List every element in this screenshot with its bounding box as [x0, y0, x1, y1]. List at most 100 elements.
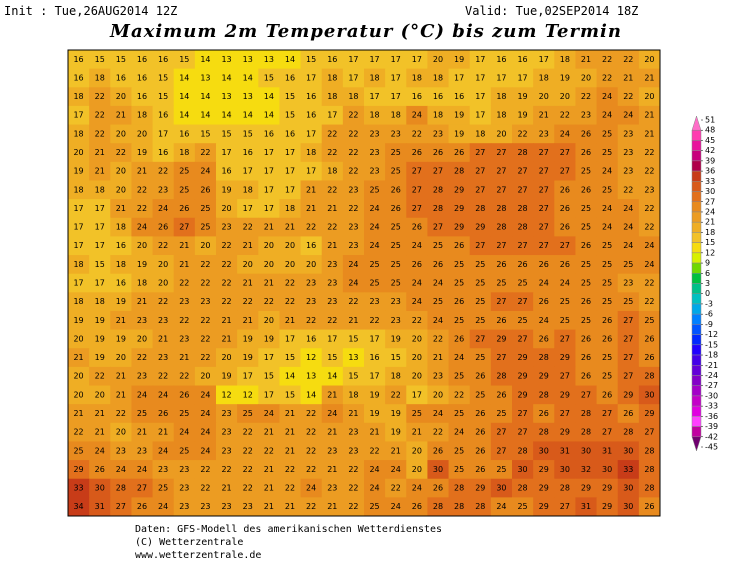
temperature-value: 23 — [327, 297, 337, 306]
temperature-value: 18 — [73, 129, 83, 138]
temperature-value: 26 — [644, 502, 654, 511]
temperature-cell — [512, 87, 534, 107]
temperature-cell — [131, 404, 154, 424]
temperature-value: 14 — [327, 372, 337, 381]
temperature-value: 22 — [243, 484, 253, 493]
temperature-value: 18 — [475, 129, 485, 138]
temperature-cell — [512, 329, 534, 349]
temperature-value: 21 — [264, 279, 274, 288]
temperature-cell — [533, 329, 555, 349]
temperature-value: 34 — [73, 502, 83, 511]
temperature-value: 18 — [95, 297, 105, 306]
temperature-cell — [554, 404, 576, 424]
temperature-value: 30 — [623, 446, 633, 455]
temperature-cell — [364, 478, 386, 498]
temperature-cell — [512, 199, 534, 219]
temperature-cell — [300, 236, 323, 256]
temperature-cell — [490, 460, 513, 480]
temperature-cell — [279, 310, 302, 331]
temperature-value: 22 — [264, 297, 274, 306]
temperature-cell — [258, 404, 280, 424]
temperature-value: 16 — [221, 167, 231, 176]
temperature-value: 22 — [243, 223, 253, 232]
temperature-cell — [448, 422, 471, 442]
temperature-cell — [533, 68, 555, 88]
temperature-value: 20 — [73, 334, 83, 343]
temperature-cell — [237, 50, 259, 70]
temperature-value: 26 — [539, 260, 549, 269]
temperature-value: 23 — [391, 316, 401, 325]
temperature-value: 23 — [623, 279, 633, 288]
temperature-value: 21 — [264, 428, 274, 437]
temperature-value: 15 — [306, 55, 316, 64]
temperature-value: 17 — [95, 241, 105, 250]
temperature-cell — [258, 68, 280, 88]
temperature-value: 26 — [475, 465, 485, 474]
temperature-value: 19 — [243, 334, 253, 343]
temperature-cell — [194, 217, 217, 237]
temperature-value: 24 — [560, 279, 570, 288]
temperature-cell — [448, 385, 471, 405]
temperature-cell — [89, 273, 111, 293]
temperature-cell — [406, 478, 428, 498]
temperature-value: 17 — [73, 279, 83, 288]
temperature-value: 17 — [475, 92, 485, 101]
temperature-value: 17 — [73, 204, 83, 213]
temperature-cell — [554, 87, 576, 107]
temperature-cell — [385, 460, 407, 480]
temperature-value: 29 — [475, 223, 485, 232]
temperature-cell — [321, 255, 344, 275]
temperature-value: 28 — [539, 428, 549, 437]
temperature-cell — [385, 441, 407, 461]
temperature-value: 27 — [539, 185, 549, 194]
temperature-cell — [575, 441, 598, 461]
temperature-cell — [596, 460, 619, 480]
temperature-value: 25 — [602, 279, 612, 288]
temperature-value: 25 — [200, 204, 210, 213]
temperature-value: 21 — [348, 316, 358, 325]
colorbar-swatch — [691, 273, 702, 284]
temperature-cell — [342, 50, 365, 70]
temperature-value: 14 — [285, 55, 295, 64]
temperature-cell — [596, 50, 619, 70]
temperature-cell — [279, 460, 302, 480]
temperature-value: 25 — [454, 279, 464, 288]
temperature-cell — [237, 68, 259, 88]
temperature-cell — [596, 497, 619, 517]
temperature-value: 16 — [412, 92, 422, 101]
temperature-value: 26 — [179, 390, 189, 399]
temperature-cell — [237, 385, 259, 405]
temperature-cell — [300, 422, 323, 442]
temperature-value: 22 — [623, 92, 633, 101]
temperature-value: 24 — [433, 279, 443, 288]
temperature-cell — [554, 497, 576, 517]
temperature-value: 18 — [73, 260, 83, 269]
temperature-cell — [385, 404, 407, 424]
temperature-value: 28 — [644, 446, 654, 455]
colorbar-swatch — [691, 385, 702, 397]
temperature-value: 16 — [116, 73, 126, 82]
temperature-cell — [110, 385, 132, 405]
colorbar-label: 36 — [705, 167, 715, 176]
temperature-cell — [364, 236, 386, 256]
temperature-cell — [300, 143, 323, 163]
temperature-cell — [216, 255, 238, 275]
temperature-cell — [131, 292, 154, 312]
temperature-value: 22 — [95, 111, 105, 120]
temperature-value: 15 — [158, 92, 168, 101]
temperature-value: 17 — [243, 372, 253, 381]
temperature-cell — [110, 404, 132, 424]
temperature-value: 18 — [327, 73, 337, 82]
temperature-value: 22 — [116, 148, 126, 157]
temperature-value: 27 — [517, 241, 527, 250]
temperature-cell — [406, 329, 428, 349]
temperature-value: 16 — [369, 353, 379, 362]
temperature-cell — [638, 366, 661, 387]
temperature-cell — [173, 124, 196, 144]
temperature-value: 22 — [644, 148, 654, 157]
temperature-value: 18 — [137, 111, 147, 120]
temperature-cell — [131, 50, 154, 70]
temperature-value: 19 — [560, 73, 570, 82]
temperature-value: 16 — [285, 73, 295, 82]
temperature-value: 17 — [306, 167, 316, 176]
